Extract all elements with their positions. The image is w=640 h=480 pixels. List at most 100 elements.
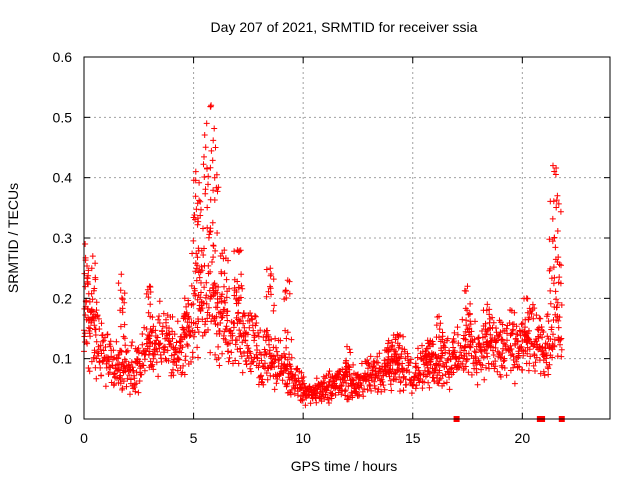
data-point	[492, 358, 499, 365]
data-point	[181, 295, 188, 302]
data-point	[180, 326, 187, 333]
data-point	[194, 262, 201, 269]
data-point	[555, 324, 562, 331]
data-point	[181, 371, 188, 378]
data-point	[195, 329, 202, 335]
data-point	[219, 350, 226, 357]
data-point	[427, 337, 434, 344]
data-point	[155, 316, 162, 323]
data-point	[466, 311, 473, 318]
data-point	[130, 385, 137, 392]
data-point	[463, 317, 470, 324]
data-point	[400, 387, 407, 394]
data-point	[412, 385, 419, 392]
data-point	[507, 342, 514, 349]
data-point	[504, 337, 510, 344]
data-point	[217, 310, 224, 317]
data-point	[545, 318, 552, 325]
data-point	[272, 335, 279, 342]
data-point	[207, 228, 214, 235]
data-point	[129, 339, 136, 346]
data-point	[479, 362, 486, 369]
data-point	[166, 331, 173, 338]
data-point	[121, 335, 128, 342]
y-tick-label: 0.1	[53, 351, 73, 367]
data-point	[540, 368, 547, 375]
data-point	[91, 322, 98, 329]
data-point	[267, 265, 274, 272]
data-point	[238, 271, 245, 278]
data-point	[213, 313, 220, 320]
data-point	[234, 278, 241, 285]
data-point	[166, 325, 172, 332]
data-point	[385, 354, 392, 360]
data-point	[206, 231, 213, 238]
data-point	[88, 308, 95, 315]
data-point	[313, 375, 320, 382]
data-point	[89, 253, 96, 260]
data-point	[98, 320, 105, 327]
data-point	[292, 372, 299, 378]
data-point	[283, 335, 290, 342]
data-point	[267, 285, 274, 292]
data-point	[497, 373, 504, 380]
data-point	[424, 364, 431, 371]
data-point	[472, 349, 479, 356]
data-point	[398, 351, 405, 357]
data-point	[388, 339, 395, 346]
data-point	[97, 342, 104, 349]
data-point	[482, 333, 489, 340]
data-point	[219, 291, 226, 298]
data-point	[115, 355, 122, 361]
data-point	[550, 264, 557, 271]
data-point	[86, 368, 93, 375]
data-point	[508, 346, 515, 352]
data-point	[425, 379, 432, 386]
data-point	[493, 338, 499, 345]
data-point	[558, 262, 564, 269]
data-point	[381, 386, 388, 393]
data-point	[368, 387, 375, 394]
data-point	[436, 358, 443, 365]
data-point	[431, 378, 438, 385]
data-point	[197, 198, 204, 205]
data-point	[426, 384, 433, 391]
data-point	[365, 360, 372, 367]
data-point	[346, 364, 353, 371]
data-point	[486, 365, 492, 372]
data-point	[435, 380, 442, 387]
data-point	[97, 364, 104, 371]
data-point	[422, 367, 428, 374]
data-point	[173, 362, 180, 369]
data-point	[129, 364, 136, 371]
data-point	[530, 315, 537, 322]
data-point	[218, 314, 225, 321]
data-point	[499, 364, 506, 371]
data-point	[432, 366, 439, 373]
x-axis-label: GPS time / hours	[291, 458, 398, 474]
data-point	[99, 338, 106, 345]
data-point	[462, 336, 469, 343]
data-point	[546, 361, 553, 368]
data-point	[544, 333, 551, 340]
data-point	[378, 388, 385, 395]
data-point	[204, 165, 210, 172]
data-point	[254, 355, 261, 362]
data-point	[191, 333, 197, 340]
data-point	[490, 319, 497, 326]
data-point	[281, 361, 288, 368]
data-point	[205, 326, 211, 333]
data-point	[532, 368, 538, 374]
data-point	[307, 400, 314, 407]
data-point	[557, 208, 564, 215]
data-point	[218, 298, 225, 305]
data-point	[459, 361, 466, 367]
data-point	[553, 204, 560, 211]
data-point	[150, 366, 157, 373]
data-point	[239, 285, 246, 292]
data-point	[102, 383, 109, 390]
data-point	[180, 362, 187, 369]
data-point	[223, 312, 230, 319]
data-point	[440, 360, 446, 367]
data-point	[277, 365, 284, 372]
